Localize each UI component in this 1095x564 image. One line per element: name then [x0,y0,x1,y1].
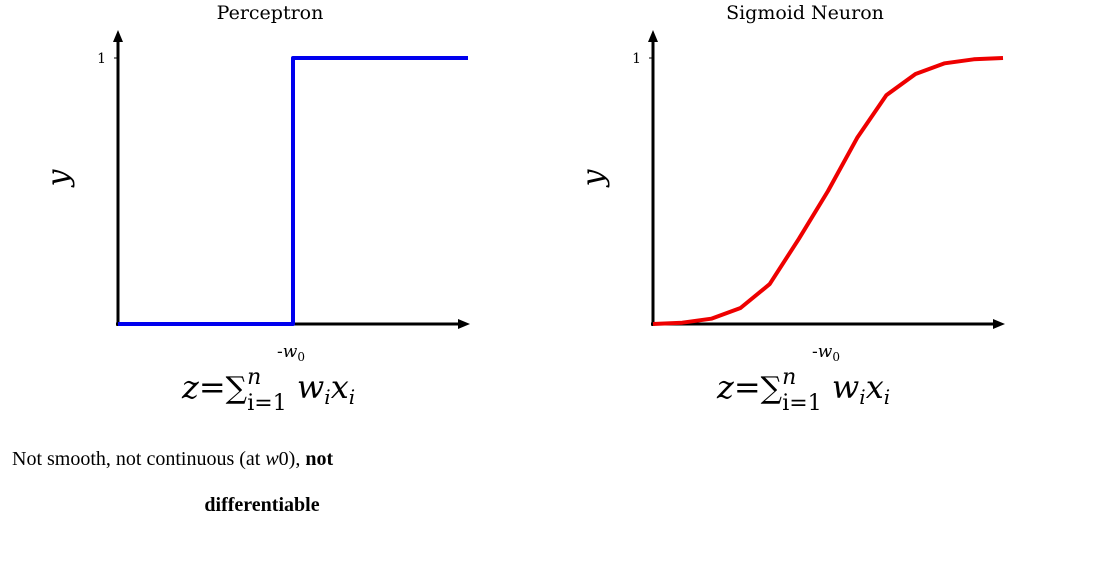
caption-text-mid: ), [288,448,306,470]
y-axis-label: y [576,168,611,188]
y-axis-arrow [113,30,123,42]
y-axis-label: y [41,168,76,188]
caption-bold-not: not [305,448,334,470]
caption-bold-differentiable: differentiable [204,494,320,516]
x-tick-label: -w0 [277,342,305,364]
caption-text: Not smooth, not continuous (at [12,448,266,470]
y-tick-label: 1 [97,51,106,67]
chart-title: Perceptron [216,2,324,24]
x-axis-arrow [458,319,470,329]
caption-line-1: Not smooth, not continuous (at w0), not [12,448,333,470]
caption: Not smooth, not continuous (at w0), not … [12,436,512,528]
caption-variable: w [265,448,279,470]
series-line-0 [118,56,468,326]
x-axis-arrow [993,319,1005,329]
perceptron-plot: 1 -w0 y z=∑n i=1 wixi [41,30,470,416]
y-axis-arrow [648,30,658,42]
x-axis-label: z=∑n i=1 wixi [181,365,355,416]
y-tick-label: 1 [632,51,641,67]
x-tick-label: -w0 [812,342,840,364]
caption-subscript: 0 [278,448,289,470]
sigmoid-plot: 1 -w0 y z=∑n i=1 wixi [576,30,1005,416]
perceptron-chart: Perceptron 1 -w0 y z=∑n i=1 wixi [20,0,520,430]
x-axis-label: z=∑n i=1 wixi [716,365,890,416]
sigmoid-chart: Sigmoid Neuron 1 -w0 y z=∑n i=1 wixi [555,0,1055,430]
series-line-0 [652,56,1004,326]
chart-title: Sigmoid Neuron [726,2,884,24]
